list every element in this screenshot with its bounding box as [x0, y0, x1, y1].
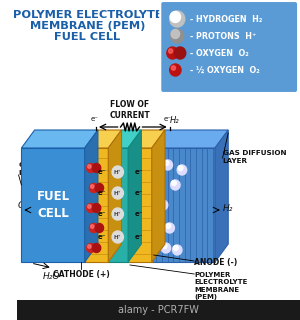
Text: e⁻: e⁻ — [98, 169, 106, 175]
Text: e⁻: e⁻ — [135, 234, 144, 240]
Circle shape — [95, 223, 103, 233]
Polygon shape — [108, 148, 128, 262]
Text: e⁻: e⁻ — [98, 190, 106, 196]
Circle shape — [169, 49, 173, 53]
Polygon shape — [152, 130, 165, 262]
Circle shape — [174, 47, 186, 59]
Text: e⁻: e⁻ — [98, 234, 106, 240]
Circle shape — [88, 165, 91, 168]
Text: alamy - PCR7FW: alamy - PCR7FW — [118, 305, 199, 315]
Polygon shape — [152, 148, 215, 262]
Circle shape — [165, 223, 174, 233]
Text: FUEL
CELL: FUEL CELL — [37, 190, 70, 220]
Text: CATHODE (+): CATHODE (+) — [52, 270, 109, 279]
Text: e⁻: e⁻ — [90, 116, 98, 122]
Text: H₂O: H₂O — [43, 272, 61, 281]
Text: FLOW OF
CURRENT: FLOW OF CURRENT — [110, 100, 150, 120]
Circle shape — [89, 223, 98, 233]
Text: GAS DIFFUSION
LAYER: GAS DIFFUSION LAYER — [19, 162, 82, 175]
Text: FUEL CELL: FUEL CELL — [55, 32, 121, 42]
Polygon shape — [85, 130, 98, 262]
Circle shape — [171, 29, 184, 43]
Circle shape — [95, 183, 103, 193]
Circle shape — [172, 180, 176, 186]
Polygon shape — [85, 130, 122, 148]
Circle shape — [172, 245, 182, 255]
Text: H₂: H₂ — [223, 204, 233, 212]
Text: H⁺: H⁺ — [114, 235, 122, 239]
Text: e⁻: e⁻ — [135, 190, 144, 196]
Circle shape — [173, 245, 178, 251]
Polygon shape — [108, 130, 141, 148]
Circle shape — [164, 161, 169, 165]
Circle shape — [112, 166, 123, 178]
Circle shape — [87, 164, 95, 172]
Circle shape — [177, 165, 187, 175]
Circle shape — [162, 244, 167, 249]
Circle shape — [166, 223, 171, 228]
Text: H⁺: H⁺ — [114, 212, 122, 217]
Circle shape — [92, 244, 101, 252]
Circle shape — [170, 11, 185, 27]
Text: H⁺: H⁺ — [114, 170, 122, 174]
Circle shape — [158, 200, 168, 210]
Circle shape — [88, 245, 91, 248]
Circle shape — [112, 208, 123, 220]
Polygon shape — [128, 130, 165, 148]
Circle shape — [112, 187, 123, 199]
Text: e⁻: e⁻ — [135, 211, 144, 217]
Circle shape — [92, 164, 101, 172]
Circle shape — [87, 244, 95, 252]
Circle shape — [170, 64, 181, 76]
Polygon shape — [128, 148, 152, 262]
Circle shape — [91, 185, 94, 188]
Circle shape — [89, 183, 98, 193]
Circle shape — [171, 29, 180, 38]
Polygon shape — [108, 130, 122, 262]
Circle shape — [88, 205, 91, 208]
Text: POLYMER ELECTROLYTE: POLYMER ELECTROLYTE — [13, 10, 162, 20]
Circle shape — [87, 204, 95, 212]
Circle shape — [167, 47, 178, 59]
FancyBboxPatch shape — [17, 300, 300, 320]
Polygon shape — [152, 130, 228, 148]
Text: POLYMER
ELECTROLYTE
MEMBRANE
(PEM): POLYMER ELECTROLYTE MEMBRANE (PEM) — [194, 272, 247, 300]
Circle shape — [161, 243, 171, 253]
Circle shape — [163, 160, 172, 170]
Text: e⁻: e⁻ — [135, 169, 144, 175]
Circle shape — [178, 165, 183, 171]
Circle shape — [171, 180, 180, 190]
Polygon shape — [21, 148, 85, 262]
Polygon shape — [215, 130, 228, 262]
Text: - ½ OXYGEN  O₂: - ½ OXYGEN O₂ — [190, 66, 259, 75]
Text: - PROTONS  H⁺: - PROTONS H⁺ — [190, 31, 256, 41]
Circle shape — [112, 231, 123, 243]
Polygon shape — [128, 130, 141, 262]
Text: H₂: H₂ — [170, 116, 179, 124]
Circle shape — [92, 204, 101, 212]
Circle shape — [91, 225, 94, 228]
Text: GAS DIFFUSION
LAYER: GAS DIFFUSION LAYER — [223, 150, 286, 164]
Text: O₂: O₂ — [18, 201, 28, 210]
FancyBboxPatch shape — [160, 1, 298, 93]
Text: - OXYGEN  O₂: - OXYGEN O₂ — [190, 49, 248, 58]
Text: - HYDROGEN  H₂: - HYDROGEN H₂ — [190, 14, 262, 23]
Text: MEMBRANE (PEM): MEMBRANE (PEM) — [30, 21, 145, 31]
Text: H⁺: H⁺ — [114, 190, 122, 196]
Circle shape — [171, 66, 176, 70]
Polygon shape — [85, 148, 108, 262]
Circle shape — [159, 201, 164, 205]
Text: e⁻: e⁻ — [164, 116, 172, 122]
Text: e⁻: e⁻ — [98, 211, 106, 217]
Polygon shape — [21, 130, 98, 148]
Circle shape — [170, 12, 181, 22]
Text: ANODE (-): ANODE (-) — [194, 258, 238, 267]
